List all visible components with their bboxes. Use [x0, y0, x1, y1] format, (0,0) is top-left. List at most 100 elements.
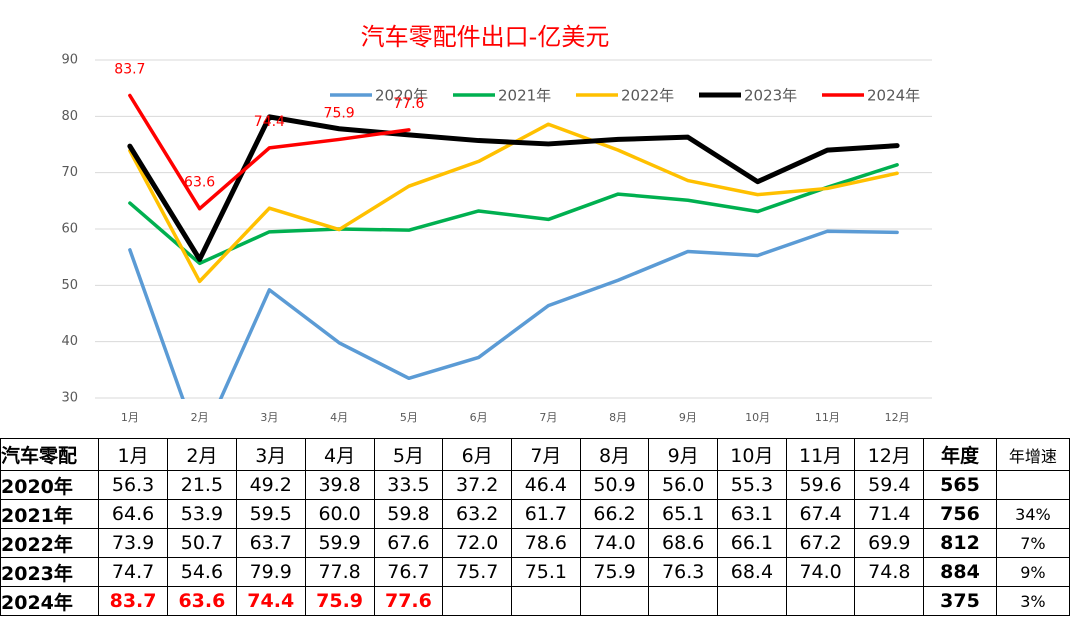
- table-cell: 2021年: [0, 499, 100, 529]
- table-cell: 67.6: [373, 528, 444, 558]
- table-cell: 66.2: [579, 499, 650, 529]
- y-tick-label: 80: [61, 109, 78, 124]
- x-tick-label: 12月: [885, 411, 910, 424]
- chart: 汽车零配件出口-亿美元 30 40 50 60 70 80 90 1月 2月 3月 4月 5月 6月 7月…: [61, 23, 932, 424]
- table-cell: [511, 586, 581, 616]
- legend-label: 2020年: [375, 87, 428, 105]
- data-label: 75.9: [324, 105, 355, 121]
- table-cell: 74.8: [854, 557, 925, 587]
- table-cell: 年度: [923, 438, 997, 471]
- table-cell: 2023年: [0, 557, 100, 587]
- table-cell: 77.6: [373, 586, 444, 616]
- series-line: [128, 163, 899, 266]
- x-tick-label: 5月: [400, 411, 418, 424]
- table-cell: 7月: [511, 438, 581, 471]
- table-cell: 63.6: [166, 586, 237, 616]
- table-row: 2022年 73.9 50.7 63.7 59.9 67.6 72.0 78.6 74.0 68.…: [0, 528, 1070, 558]
- table-cell: 63.2: [442, 499, 513, 529]
- table-cell: 375: [923, 586, 997, 616]
- x-tick-label: 2月: [191, 411, 209, 424]
- table-row: 汽车零配 1月 2月 3月 4月 5月 6月 7月 8月 9月 10月 11月 12月 年度 年增速: [0, 438, 1070, 471]
- table-cell: 71.4: [854, 499, 925, 529]
- table-cell: 53.9: [166, 499, 237, 529]
- table-cell: 75.9: [304, 586, 375, 616]
- table-row: 2020年 56.3 21.5 49.2 39.8 33.5 37.2 46.4 50.9 56.…: [0, 470, 1070, 500]
- series-line: [128, 229, 899, 399]
- table-cell: 59.4: [854, 470, 925, 500]
- x-tick-label: 10月: [745, 411, 770, 424]
- table-cell: [442, 586, 513, 616]
- chart-title: 汽车零配件出口-亿美元: [361, 23, 610, 51]
- table-cell: 1月: [98, 438, 168, 471]
- table-cell: 年增速: [995, 438, 1070, 471]
- table-cell: 565: [923, 470, 997, 500]
- data-table: 汽车零配 1月 2月 3月 4月 5月 6月 7月 8月 9月 10月 11月 12月 年度 年增速 2020…: [0, 438, 1070, 616]
- data-label: 74.4: [254, 114, 285, 130]
- table-cell: 37.2: [442, 470, 513, 500]
- x-tick-label: 6月: [470, 411, 488, 424]
- table-cell: 59.8: [373, 499, 444, 529]
- table-row: 2023年 74.7 54.6 79.9 77.8 76.7 75.7 75.1 75.9 76.…: [0, 557, 1070, 587]
- y-tick-label: 90: [61, 53, 78, 68]
- table-cell: 69.9: [854, 528, 925, 558]
- table-cell: 3月: [235, 438, 306, 471]
- table-cell: [854, 586, 925, 616]
- table-cell: 67.2: [785, 528, 856, 558]
- table-cell: 2月: [166, 438, 237, 471]
- table-cell: 34%: [995, 499, 1070, 529]
- table-cell: 2024年: [0, 586, 100, 616]
- x-tick-label: 3月: [260, 411, 278, 424]
- table-cell: 68.4: [717, 557, 787, 587]
- table-cell: 66.1: [717, 528, 787, 558]
- y-tick-label: 60: [61, 222, 78, 237]
- table-cell: 7%: [995, 528, 1070, 558]
- x-tick-label: 4月: [330, 411, 348, 424]
- table-cell: 55.3: [717, 470, 787, 500]
- table-cell: 60.0: [304, 499, 375, 529]
- table-cell: 65.1: [648, 499, 719, 529]
- table-cell: 2022年: [0, 528, 100, 558]
- table-cell: 75.7: [442, 557, 513, 587]
- table-cell: 11月: [785, 438, 856, 471]
- table-cell: 74.4: [235, 586, 306, 616]
- table-cell: 6月: [442, 438, 513, 471]
- table-cell: 67.4: [785, 499, 856, 529]
- x-tick-label: 9月: [679, 411, 697, 424]
- table-cell: 5月: [373, 438, 444, 471]
- legend-label: 2021年: [498, 87, 551, 105]
- legend-label: 2023年: [744, 87, 797, 105]
- table-cell: [579, 586, 650, 616]
- table-cell: 76.7: [373, 557, 444, 587]
- table-cell: 59.6: [785, 470, 856, 500]
- table-cell: 2020年: [0, 470, 100, 500]
- table-cell: 812: [923, 528, 997, 558]
- table-cell: [785, 586, 856, 616]
- table-row: 2021年 64.6 53.9 59.5 60.0 59.8 63.2 61.7 66.2 65.…: [0, 499, 1070, 529]
- table-cell: 9月: [648, 438, 719, 471]
- table-cell: 73.9: [98, 528, 168, 558]
- table-cell: 56.3: [98, 470, 168, 500]
- table-cell: [717, 586, 787, 616]
- y-tick-label: 70: [61, 165, 78, 180]
- data-label: 77.6: [393, 96, 424, 112]
- table-cell: [995, 470, 1070, 500]
- table-cell: 49.2: [235, 470, 306, 500]
- table-cell: 79.9: [235, 557, 306, 587]
- table-cell: 9%: [995, 557, 1070, 587]
- table-cell: 884: [923, 557, 997, 587]
- table-cell: 63.7: [235, 528, 306, 558]
- table-cell: 3%: [995, 586, 1070, 616]
- table-cell: 54.6: [166, 557, 237, 587]
- table-cell: 68.6: [648, 528, 719, 558]
- x-tick-label: 11月: [815, 411, 840, 424]
- data-label: 83.7: [114, 61, 145, 77]
- table-cell: 76.3: [648, 557, 719, 587]
- table-cell: 39.8: [304, 470, 375, 500]
- table-cell: 83.7: [98, 586, 168, 616]
- table-cell: 74.7: [98, 557, 168, 587]
- y-tick-label: 40: [61, 334, 78, 349]
- legend-label: 2024年: [867, 87, 920, 105]
- y-tick-label: 30: [61, 391, 78, 406]
- table-cell: 10月: [717, 438, 787, 471]
